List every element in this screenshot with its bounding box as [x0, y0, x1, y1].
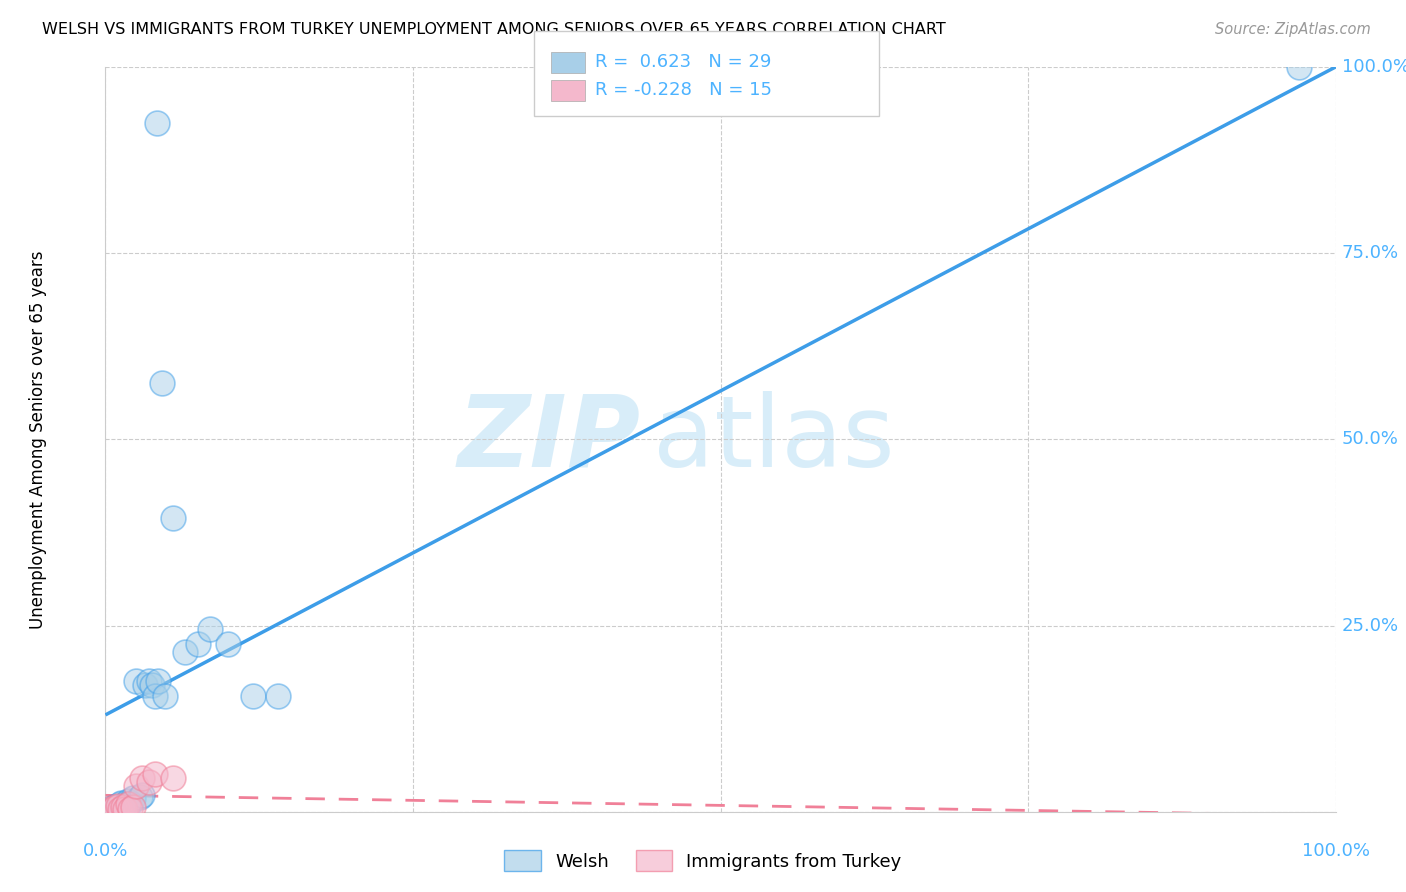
Point [153, 690, 176, 704]
Point [110, 796, 132, 810]
Point [107, 798, 129, 813]
Point [117, 793, 139, 807]
Point [107, 798, 129, 813]
Point [146, 116, 169, 130]
Text: ZIP: ZIP [457, 391, 641, 488]
Point [120, 802, 141, 816]
Text: 100.0%: 100.0% [1302, 841, 1369, 860]
Text: 50.0%: 50.0% [1341, 430, 1399, 449]
Point [267, 690, 290, 704]
Point [150, 376, 173, 391]
Text: R =  0.623   N = 29: R = 0.623 N = 29 [595, 54, 770, 71]
Point [125, 779, 148, 793]
Point [120, 796, 141, 810]
Text: Unemployment Among Seniors over 65 years: Unemployment Among Seniors over 65 years [28, 250, 46, 629]
Point [114, 797, 136, 812]
Point [174, 644, 197, 658]
Point [138, 674, 160, 689]
Legend: Welsh, Immigrants from Turkey: Welsh, Immigrants from Turkey [498, 843, 908, 879]
Point [134, 678, 156, 692]
Point [121, 791, 143, 805]
Point [125, 674, 148, 689]
Point [138, 775, 160, 789]
Point [143, 767, 166, 781]
Point [131, 771, 153, 785]
Point [112, 798, 135, 813]
Point [141, 678, 163, 692]
Text: 0.0%: 0.0% [83, 841, 128, 860]
Point [98, 802, 122, 816]
Point [117, 797, 139, 812]
Point [162, 510, 184, 524]
Text: WELSH VS IMMIGRANTS FROM TURKEY UNEMPLOYMENT AMONG SENIORS OVER 65 YEARS CORRELA: WELSH VS IMMIGRANTS FROM TURKEY UNEMPLOY… [42, 22, 946, 37]
Text: 100.0%: 100.0% [1341, 58, 1406, 76]
Point [111, 800, 134, 814]
Text: R = -0.228   N = 15: R = -0.228 N = 15 [595, 81, 772, 99]
Point [104, 800, 127, 814]
Point [131, 789, 153, 803]
Point [114, 802, 136, 816]
Text: 25.0%: 25.0% [1341, 616, 1399, 634]
Text: atlas: atlas [652, 391, 894, 488]
Point [242, 690, 264, 704]
Point [143, 690, 166, 704]
Point [110, 797, 132, 812]
Point [148, 674, 170, 689]
Point [1288, 60, 1310, 74]
Point [162, 771, 184, 785]
Point [121, 800, 143, 814]
Point [218, 637, 240, 651]
Point [198, 622, 221, 636]
Point [187, 637, 209, 651]
Point [101, 802, 124, 816]
Point [110, 802, 132, 816]
Text: Source: ZipAtlas.com: Source: ZipAtlas.com [1215, 22, 1371, 37]
Text: 75.0%: 75.0% [1341, 244, 1399, 262]
Point [129, 789, 152, 804]
Point [104, 800, 127, 814]
Point [100, 801, 122, 815]
